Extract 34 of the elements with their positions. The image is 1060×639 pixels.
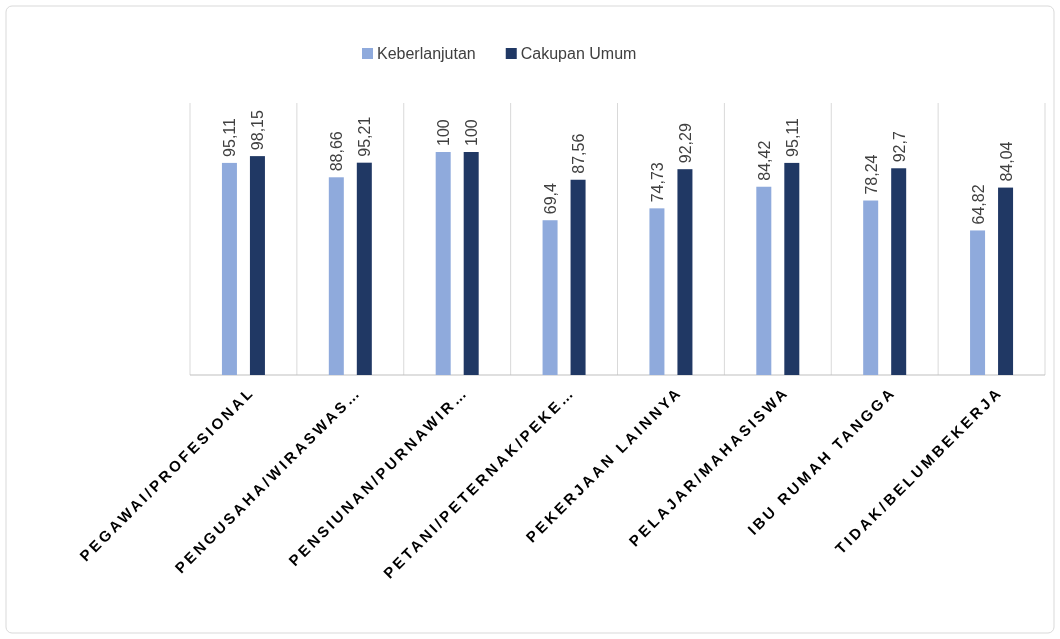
bar [249, 156, 265, 375]
data-label: 87,56 [570, 133, 588, 174]
bar [677, 169, 693, 375]
data-label: 100 [463, 119, 481, 146]
bar [328, 177, 344, 375]
data-label: 78,24 [862, 154, 880, 195]
data-label: 92,29 [676, 123, 694, 164]
data-label: 95,11 [221, 117, 239, 157]
bar [970, 230, 986, 375]
data-label: 64,82 [969, 184, 987, 225]
legend-label: Cakupan Umum [520, 45, 637, 62]
data-label: 74,73 [648, 162, 666, 203]
data-label: 95,11 [783, 117, 801, 157]
bar [542, 220, 558, 375]
data-label: 92,7 [890, 131, 908, 163]
bar [649, 208, 665, 375]
data-label: 100 [435, 119, 453, 146]
bar [435, 152, 451, 375]
bar [570, 179, 586, 375]
legend-label: Keberlanjutan [377, 45, 476, 62]
bar [756, 186, 772, 375]
data-label: 98,15 [249, 109, 267, 151]
bar [784, 162, 800, 375]
bar [863, 200, 879, 375]
bar [998, 187, 1014, 375]
bar [356, 162, 372, 375]
data-label: 84,42 [755, 140, 773, 181]
data-label: 88,66 [328, 131, 346, 172]
data-label: 95,21 [356, 116, 374, 157]
data-label: 84,04 [997, 141, 1015, 182]
bar [221, 162, 237, 375]
bar [463, 152, 479, 375]
bar [891, 168, 907, 375]
data-label: 69,4 [542, 183, 560, 215]
